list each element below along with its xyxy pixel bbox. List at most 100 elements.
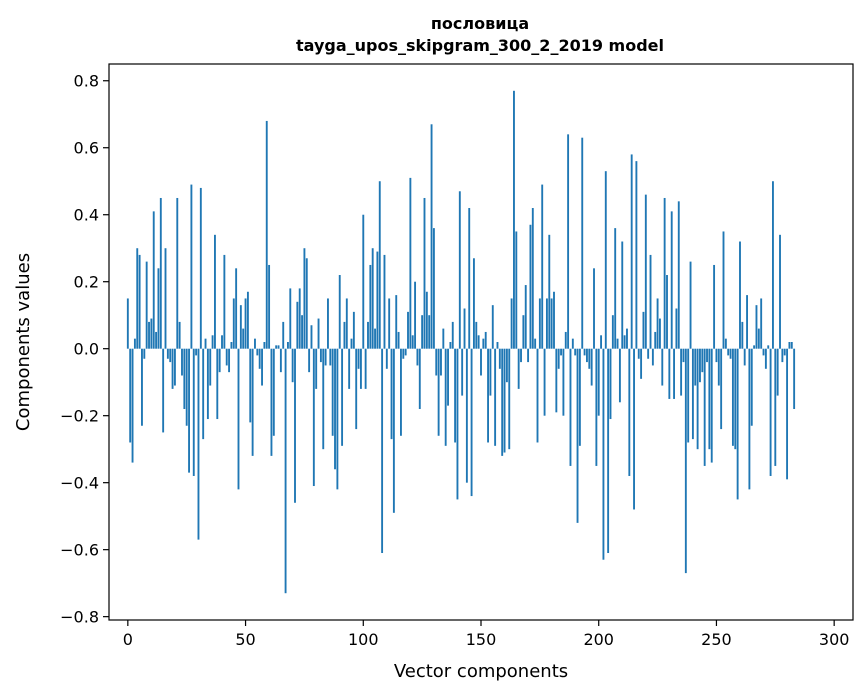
bar bbox=[762, 348, 765, 356]
bar bbox=[369, 264, 372, 349]
bar bbox=[666, 275, 668, 349]
bar bbox=[221, 335, 223, 349]
bar bbox=[324, 348, 327, 366]
bar bbox=[661, 348, 664, 386]
bar bbox=[689, 261, 692, 349]
bar bbox=[477, 335, 480, 349]
bar bbox=[772, 181, 774, 349]
y-tick-label: 0.0 bbox=[74, 340, 99, 359]
bar bbox=[569, 348, 572, 466]
bar bbox=[364, 348, 367, 389]
bar bbox=[395, 295, 398, 349]
bar bbox=[133, 338, 136, 349]
bar bbox=[553, 291, 555, 349]
bar bbox=[303, 248, 306, 349]
bar bbox=[327, 298, 329, 349]
bar bbox=[348, 348, 351, 389]
bar bbox=[713, 264, 716, 349]
bar bbox=[764, 348, 767, 369]
bar bbox=[209, 348, 212, 386]
bar bbox=[513, 90, 515, 349]
bar bbox=[225, 348, 228, 366]
bar bbox=[244, 298, 247, 349]
chart-title-line-1: пословица bbox=[431, 14, 529, 33]
bar bbox=[458, 191, 461, 349]
bar bbox=[131, 348, 134, 463]
bar bbox=[435, 348, 438, 376]
x-tick-label: 50 bbox=[235, 630, 255, 649]
bar bbox=[534, 338, 537, 349]
bar bbox=[310, 325, 313, 349]
bar bbox=[202, 348, 205, 440]
bar bbox=[505, 348, 508, 383]
bar bbox=[524, 285, 527, 349]
bar bbox=[708, 348, 711, 450]
bar bbox=[414, 281, 417, 349]
bar bbox=[515, 231, 518, 349]
bar bbox=[301, 315, 303, 349]
x-axis-ticks: 0 50 100 150 200 250 300 bbox=[123, 620, 849, 649]
bar bbox=[593, 268, 595, 349]
bar bbox=[583, 348, 586, 356]
bar bbox=[400, 348, 402, 436]
bar bbox=[451, 321, 454, 349]
x-tick-label: 100 bbox=[348, 630, 379, 649]
bar bbox=[242, 328, 245, 349]
bar bbox=[699, 348, 701, 383]
bar bbox=[668, 348, 671, 399]
bar bbox=[359, 348, 362, 389]
bar bbox=[684, 348, 687, 574]
bar bbox=[197, 348, 200, 540]
y-tick-label: 0.2 bbox=[74, 273, 99, 292]
bar bbox=[562, 348, 565, 416]
bar bbox=[642, 311, 645, 349]
bar bbox=[781, 348, 784, 363]
bar bbox=[600, 335, 603, 349]
bar bbox=[425, 291, 428, 349]
bar bbox=[192, 348, 195, 476]
bar bbox=[687, 348, 690, 443]
bar bbox=[322, 348, 325, 450]
bar bbox=[308, 348, 311, 373]
bar bbox=[211, 335, 214, 349]
x-tick-label: 0 bbox=[123, 630, 133, 649]
bar bbox=[456, 348, 459, 500]
bar bbox=[720, 348, 723, 430]
bar bbox=[223, 254, 226, 349]
bar bbox=[465, 348, 468, 483]
bar bbox=[188, 348, 190, 473]
bar bbox=[411, 335, 414, 349]
bar bbox=[654, 331, 657, 349]
bar bbox=[173, 348, 176, 386]
bar bbox=[162, 348, 165, 433]
bar bbox=[190, 184, 193, 349]
bar bbox=[185, 348, 188, 426]
bar bbox=[338, 275, 341, 349]
bar bbox=[691, 348, 694, 440]
bar bbox=[148, 321, 150, 349]
bar bbox=[284, 348, 287, 594]
bar bbox=[494, 348, 497, 446]
bar bbox=[397, 331, 400, 349]
bar bbox=[355, 348, 358, 430]
bar bbox=[374, 328, 376, 349]
bar bbox=[169, 348, 172, 363]
bar bbox=[279, 348, 282, 373]
bar bbox=[381, 348, 384, 554]
bar bbox=[454, 348, 457, 443]
bar bbox=[315, 348, 318, 389]
bar bbox=[743, 348, 746, 366]
bar bbox=[607, 348, 610, 554]
bar bbox=[706, 348, 708, 363]
bar bbox=[623, 335, 626, 349]
bar bbox=[378, 181, 381, 349]
bar bbox=[312, 348, 315, 487]
bar bbox=[329, 348, 332, 366]
bar bbox=[268, 264, 271, 349]
bar bbox=[581, 137, 584, 349]
bar bbox=[750, 348, 753, 426]
bar bbox=[289, 288, 292, 349]
bar bbox=[567, 134, 570, 349]
bar bbox=[734, 348, 737, 450]
